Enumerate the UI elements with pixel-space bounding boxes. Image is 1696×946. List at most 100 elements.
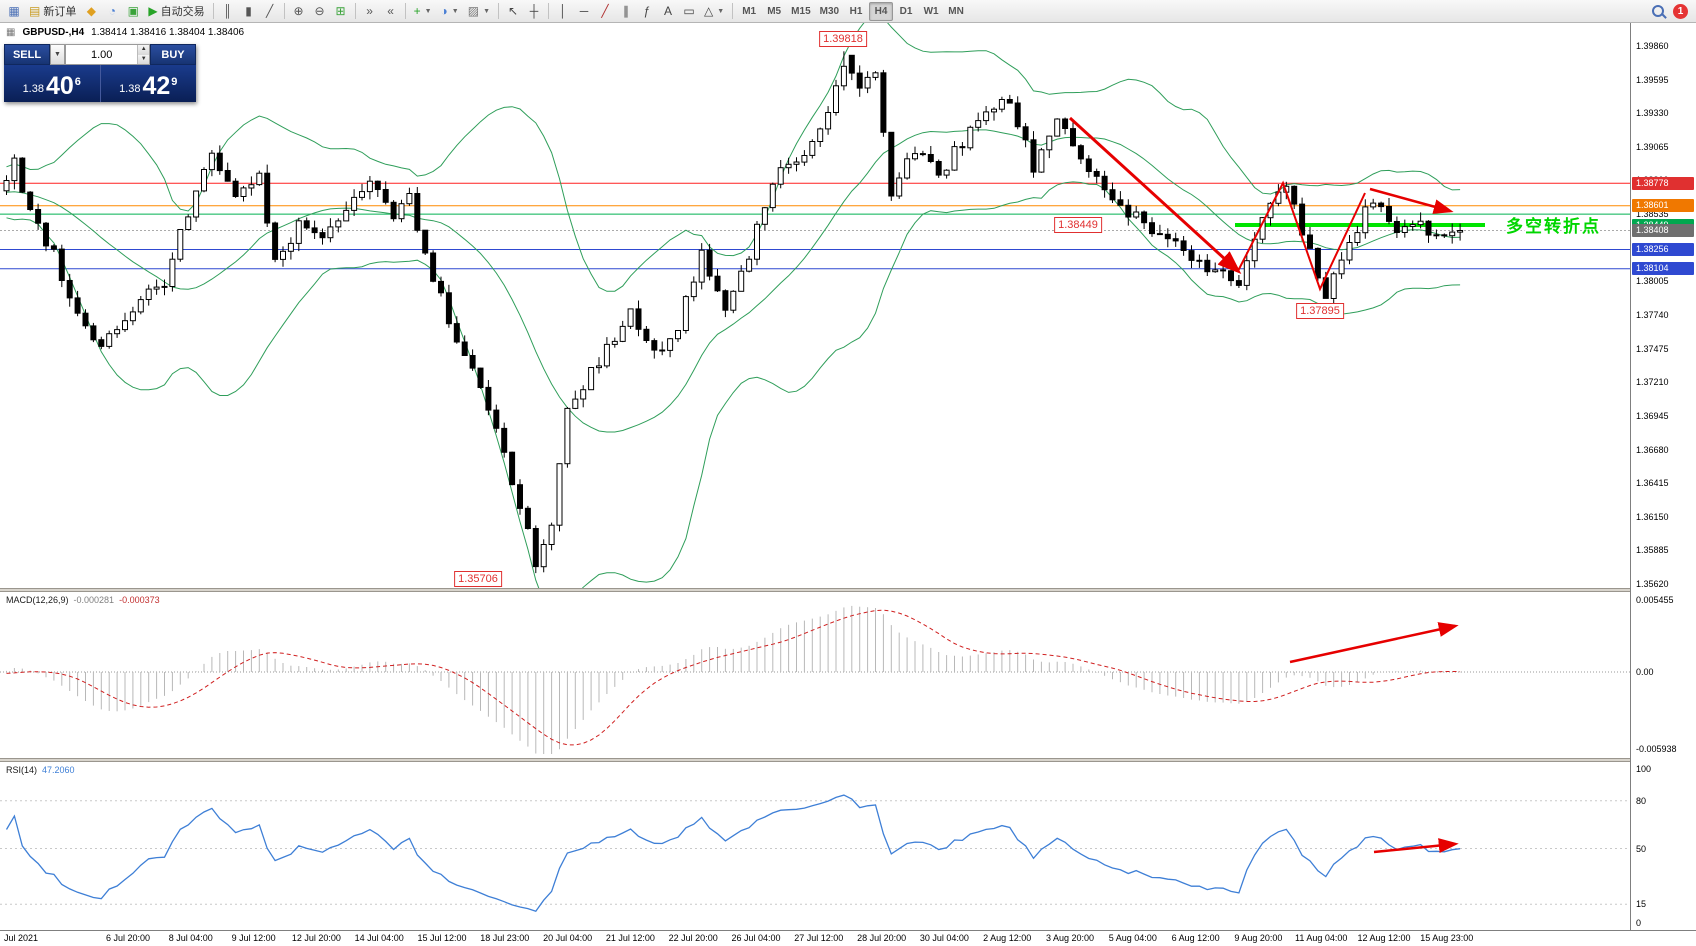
time-label: 18 Jul 23:00 xyxy=(480,933,530,943)
autotrading-button[interactable]: ▶ 自动交易 xyxy=(144,2,208,21)
macd-canvas[interactable] xyxy=(0,592,1630,758)
timeframe-d1-button[interactable]: D1 xyxy=(894,2,918,21)
order-type-dropdown[interactable]: ▼ xyxy=(50,44,65,65)
crosshair-icon: ┼ xyxy=(529,4,539,18)
ohlc-values: 1.38414 1.38416 1.38404 1.38406 xyxy=(91,27,245,38)
channel-icon: ∥ xyxy=(623,4,629,18)
trendline-button[interactable]: ╱ xyxy=(595,2,615,21)
sell-price[interactable]: 1.38 40 6 xyxy=(22,72,81,100)
rsi-canvas[interactable] xyxy=(0,762,1630,930)
fibonacci-button[interactable]: ƒ xyxy=(637,2,657,21)
timeframe-m15-button[interactable]: M15 xyxy=(787,2,814,21)
annotation-price-label[interactable]: 1.38449 xyxy=(1054,217,1102,233)
rsi-axis-label: 15 xyxy=(1636,899,1647,909)
candlestick-chart-button[interactable]: ▮ xyxy=(239,2,259,21)
volume-input[interactable] xyxy=(66,45,138,64)
rsi-panel: RSI(14) 47.2060 xyxy=(0,762,1630,930)
templates-button[interactable]: ▨ ▼ xyxy=(464,2,494,21)
new-chart-button[interactable]: ▦ xyxy=(4,2,24,21)
timeframe-h4-button[interactable]: H4 xyxy=(869,1,894,21)
zoom-out-button[interactable]: ⊖ xyxy=(310,2,330,21)
chart-shift-button[interactable]: « xyxy=(381,2,401,21)
price-axis[interactable]: 1.398601.395951.393301.390651.388001.385… xyxy=(1630,23,1696,930)
rsi-axis-label: 80 xyxy=(1636,796,1647,806)
timeframe-mn-button[interactable]: MN xyxy=(944,2,968,21)
annotation-price-label[interactable]: 1.35706 xyxy=(454,571,502,587)
time-axis[interactable]: Jul 2021 6 Jul 20:00 8 Jul 04:00 9 Jul 12:0… xyxy=(0,930,1696,946)
symbol-search-button[interactable] xyxy=(1648,2,1668,21)
volume-down-button[interactable]: ▼ xyxy=(138,54,149,64)
price-tick: 1.38005 xyxy=(1636,276,1669,286)
price-tag: 1.38104 xyxy=(1632,262,1694,275)
main-chart-canvas[interactable]: 多空转折点 xyxy=(0,23,1630,588)
timeframe-h1-button[interactable]: H1 xyxy=(844,2,868,21)
rsi-axis-label: 50 xyxy=(1636,844,1647,854)
cursor-icon: ↖ xyxy=(507,4,519,18)
time-label: 6 Jul 20:00 xyxy=(105,933,151,943)
timeframe-w1-button[interactable]: W1 xyxy=(919,2,943,21)
time-label: 3 Aug 20:00 xyxy=(1045,933,1095,943)
vertical-line-button[interactable]: │ xyxy=(553,2,573,21)
label-button[interactable]: ▭ xyxy=(679,2,699,21)
volume-field: ▲ ▼ xyxy=(65,44,150,65)
panel-splitter[interactable] xyxy=(0,758,1696,762)
rsi-value: 47.2060 xyxy=(42,765,75,775)
macd-main-value: -0.000281 xyxy=(73,595,115,605)
tile-icon: ⊞ xyxy=(335,4,346,18)
sell-button[interactable]: SELL xyxy=(4,44,50,65)
buy-price[interactable]: 1.38 42 9 xyxy=(119,72,178,100)
new-order-button[interactable]: ▤ 新订单 xyxy=(25,2,80,21)
chart-window-icon: ▦ xyxy=(6,27,16,38)
auto-scroll-button[interactable]: » xyxy=(360,2,380,21)
period-clock-icon: ◑ xyxy=(440,4,448,18)
price-tick: 1.39860 xyxy=(1636,41,1669,51)
time-label: 27 Jul 12:00 xyxy=(794,933,844,943)
shapes-dropdown[interactable]: △ ▼ xyxy=(700,2,728,21)
time-label: 21 Jul 12:00 xyxy=(605,933,655,943)
panel-splitter[interactable] xyxy=(0,588,1696,592)
bar-chart-button[interactable]: ║ xyxy=(218,2,238,21)
notification-badge[interactable]: 1 xyxy=(1673,3,1688,19)
label-icon: ▭ xyxy=(683,4,695,18)
horizontal-line-button[interactable]: ─ xyxy=(574,2,594,21)
template-icon: ▨ xyxy=(467,4,480,18)
volume-spinner: ▲ ▼ xyxy=(137,45,149,64)
annotation-price-label[interactable]: 1.39818 xyxy=(819,31,867,47)
play-icon: ▶ xyxy=(148,4,158,18)
timeframe-m30-button[interactable]: M30 xyxy=(816,2,843,21)
terminal-button[interactable]: ▣ xyxy=(123,2,143,21)
zoom-in-button[interactable]: ⊕ xyxy=(289,2,309,21)
shift-left-icon: « xyxy=(387,4,394,18)
tile-windows-button[interactable]: ⊞ xyxy=(331,2,351,21)
scroll-right-icon: » xyxy=(366,4,373,18)
buy-button[interactable]: BUY xyxy=(150,44,196,65)
volume-up-button[interactable]: ▲ xyxy=(138,45,149,55)
autotrading-button-label: 自动交易 xyxy=(160,6,205,18)
chart-wizard-button[interactable]: ◆ xyxy=(81,2,101,21)
time-label: 28 Jul 20:00 xyxy=(857,933,907,943)
price-tick: 1.36945 xyxy=(1636,411,1669,421)
line-icon: ╱ xyxy=(265,4,274,18)
channel-button[interactable]: ∥ xyxy=(616,2,636,21)
fibonacci-icon: ƒ xyxy=(643,4,651,18)
chevron-down-icon: ▼ xyxy=(424,7,432,15)
price-tick: 1.36415 xyxy=(1636,478,1669,488)
history-center-button[interactable]: ◔ xyxy=(102,2,122,21)
timeframe-m5-button[interactable]: M5 xyxy=(762,2,786,21)
timeframe-m1-button[interactable]: M1 xyxy=(737,2,761,21)
text-button[interactable]: A xyxy=(658,2,678,21)
price-tag: 1.38778 xyxy=(1632,177,1694,190)
time-label: 8 Jul 04:00 xyxy=(168,933,213,943)
periods-dropdown[interactable]: ◑ ▼ xyxy=(437,2,463,21)
cursor-button[interactable]: ↖ xyxy=(503,2,523,21)
line-chart-button[interactable]: ╱ xyxy=(260,2,280,21)
time-label: 15 Jul 12:00 xyxy=(417,933,467,943)
price-tick: 1.37740 xyxy=(1636,310,1669,320)
zoom-out-icon: ⊖ xyxy=(314,4,325,18)
annotation-price-label[interactable]: 1.37895 xyxy=(1296,303,1344,319)
price-tick: 1.35620 xyxy=(1636,579,1669,589)
toolbar-separator xyxy=(548,3,549,19)
indicators-button[interactable]: + ▼ xyxy=(410,2,436,21)
crosshair-button[interactable]: ┼ xyxy=(524,2,544,21)
